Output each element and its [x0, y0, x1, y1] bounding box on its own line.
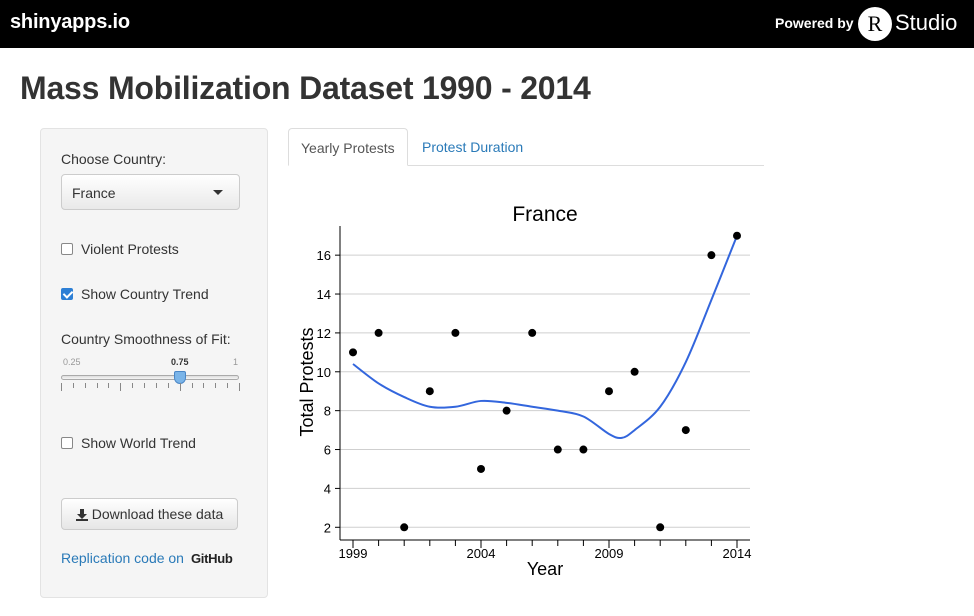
x-tick-label: 2009 [595, 546, 624, 561]
r-logo-icon[interactable]: R [858, 7, 892, 41]
tab-protest-duration[interactable]: Protest Duration [422, 139, 524, 155]
slider-tick [155, 383, 157, 388]
data-point [502, 406, 511, 415]
slider-tick [203, 383, 205, 388]
slider-tick [61, 383, 62, 391]
data-point [451, 328, 460, 337]
violent-protests-label: Violent Protests [81, 241, 179, 257]
slider-tick [167, 383, 169, 388]
download-label: Download these data [91, 506, 224, 522]
x-axis-label: Year [527, 559, 563, 579]
data-point [681, 426, 690, 435]
chart-points [349, 231, 741, 532]
chart-svg: 2 4 6 8 10 12 14 16 1999 2004 2009 2014 France Year… [297, 203, 752, 579]
data-point [349, 348, 357, 357]
y-tick-label: 12 [317, 326, 331, 341]
trend-line [352, 235, 738, 440]
y-axis-label: Total Protests [297, 327, 317, 436]
data-point [374, 328, 383, 337]
checkbox-icon[interactable] [61, 437, 73, 449]
chart-ticks: 2 4 6 8 10 12 14 16 1999 2004 2009 2014 [317, 248, 752, 561]
country-trend-checkbox[interactable]: Show Country Trend [61, 286, 209, 302]
y-tick-label: 10 [317, 365, 331, 380]
slider-tick [144, 383, 146, 388]
slider-tick [120, 383, 122, 391]
brand-logo[interactable]: shinyapps.io [10, 11, 130, 33]
download-icon [75, 508, 88, 521]
data-point [630, 367, 639, 376]
slider-value-label: 0.75 [171, 357, 189, 367]
protest-chart: 2 4 6 8 10 12 14 16 1999 2004 2009 2014 France Year… [288, 190, 768, 590]
x-tick-label: 2004 [467, 546, 496, 561]
data-point [528, 328, 537, 337]
slider-tick [84, 383, 86, 388]
replication-link[interactable]: Replication code on GitHub [61, 550, 233, 566]
checkbox-icon[interactable] [61, 243, 73, 255]
data-point [733, 231, 741, 240]
replication-text[interactable]: Replication code on [61, 550, 184, 566]
y-tick-label: 16 [317, 248, 331, 263]
y-tick-label: 6 [324, 443, 331, 458]
github-logo[interactable]: GitHub [190, 550, 233, 566]
y-tick-label: 2 [324, 520, 331, 535]
slider-ticks [61, 383, 240, 391]
data-point [656, 523, 665, 532]
slider-tick [191, 383, 193, 388]
y-tick-label: 4 [324, 481, 331, 496]
tab-yearly-protests[interactable]: Yearly Protests [288, 128, 408, 166]
smoothness-label: Country Smoothness of Fit: [61, 331, 231, 347]
world-trend-label: Show World Trend [81, 435, 196, 451]
studio-label[interactable]: Studio [895, 10, 958, 35]
y-tick-label: 14 [317, 287, 331, 302]
chart-grid [340, 254, 750, 528]
data-point [553, 445, 562, 454]
data-point [605, 387, 613, 396]
slider-tick [227, 383, 229, 388]
chevron-down-icon [213, 190, 223, 195]
y-tick-label: 8 [324, 404, 331, 419]
x-tick-label: 2014 [723, 546, 752, 561]
slider-max-label: 1 [233, 357, 239, 367]
slider-tick [96, 383, 98, 388]
slider-tick [215, 383, 217, 388]
data-point [400, 523, 409, 532]
sidebar-panel: Choose Country: France Violent Protests … [40, 128, 268, 598]
slider-tick [179, 383, 181, 391]
download-button[interactable]: Download these data [61, 498, 238, 530]
data-point [579, 445, 588, 454]
powered-by-label: Powered by [775, 15, 854, 31]
slider-track[interactable] [61, 375, 239, 380]
tab-bar: Yearly Protests Protest Duration [288, 128, 764, 166]
slider-min-label: 0.25 [63, 357, 81, 367]
violent-protests-checkbox[interactable]: Violent Protests [61, 241, 179, 257]
smoothness-slider[interactable]: 0.25 0.75 1 [61, 357, 240, 397]
x-tick-label: 1999 [339, 546, 368, 561]
country-select-value: France [72, 185, 116, 201]
slider-tick [132, 383, 134, 388]
data-point [477, 464, 485, 473]
slider-tick [239, 383, 240, 391]
world-trend-checkbox[interactable]: Show World Trend [61, 435, 196, 451]
chart-title: France [512, 203, 577, 226]
country-label: Choose Country: [61, 151, 167, 167]
top-bar: shinyapps.io Powered by R Studio [0, 0, 974, 48]
page-title: Mass Mobilization Dataset 1990 - 2014 [20, 70, 591, 106]
data-point [707, 251, 716, 260]
checkbox-checked-icon[interactable] [61, 288, 73, 300]
data-point [425, 387, 434, 396]
country-trend-label: Show Country Trend [81, 286, 209, 302]
country-select[interactable]: France [61, 174, 240, 210]
slider-tick [108, 383, 110, 388]
slider-tick [72, 383, 74, 388]
